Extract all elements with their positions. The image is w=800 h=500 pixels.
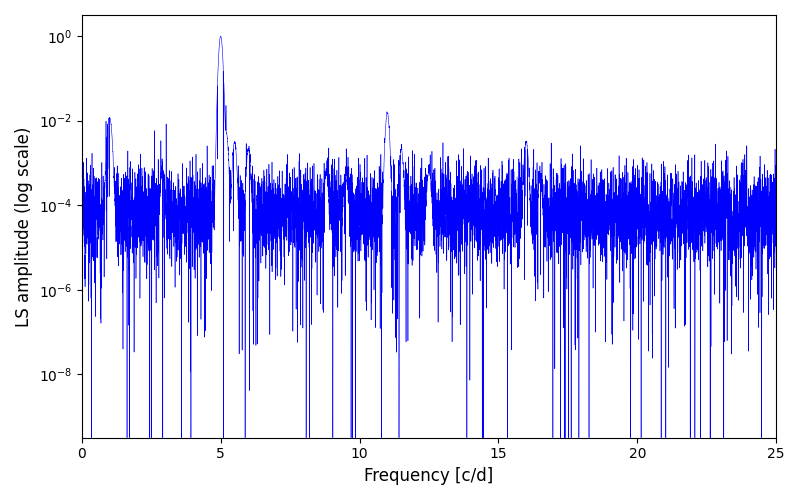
X-axis label: Frequency [c/d]: Frequency [c/d] <box>364 467 494 485</box>
Y-axis label: LS amplitude (log scale): LS amplitude (log scale) <box>15 126 33 326</box>
